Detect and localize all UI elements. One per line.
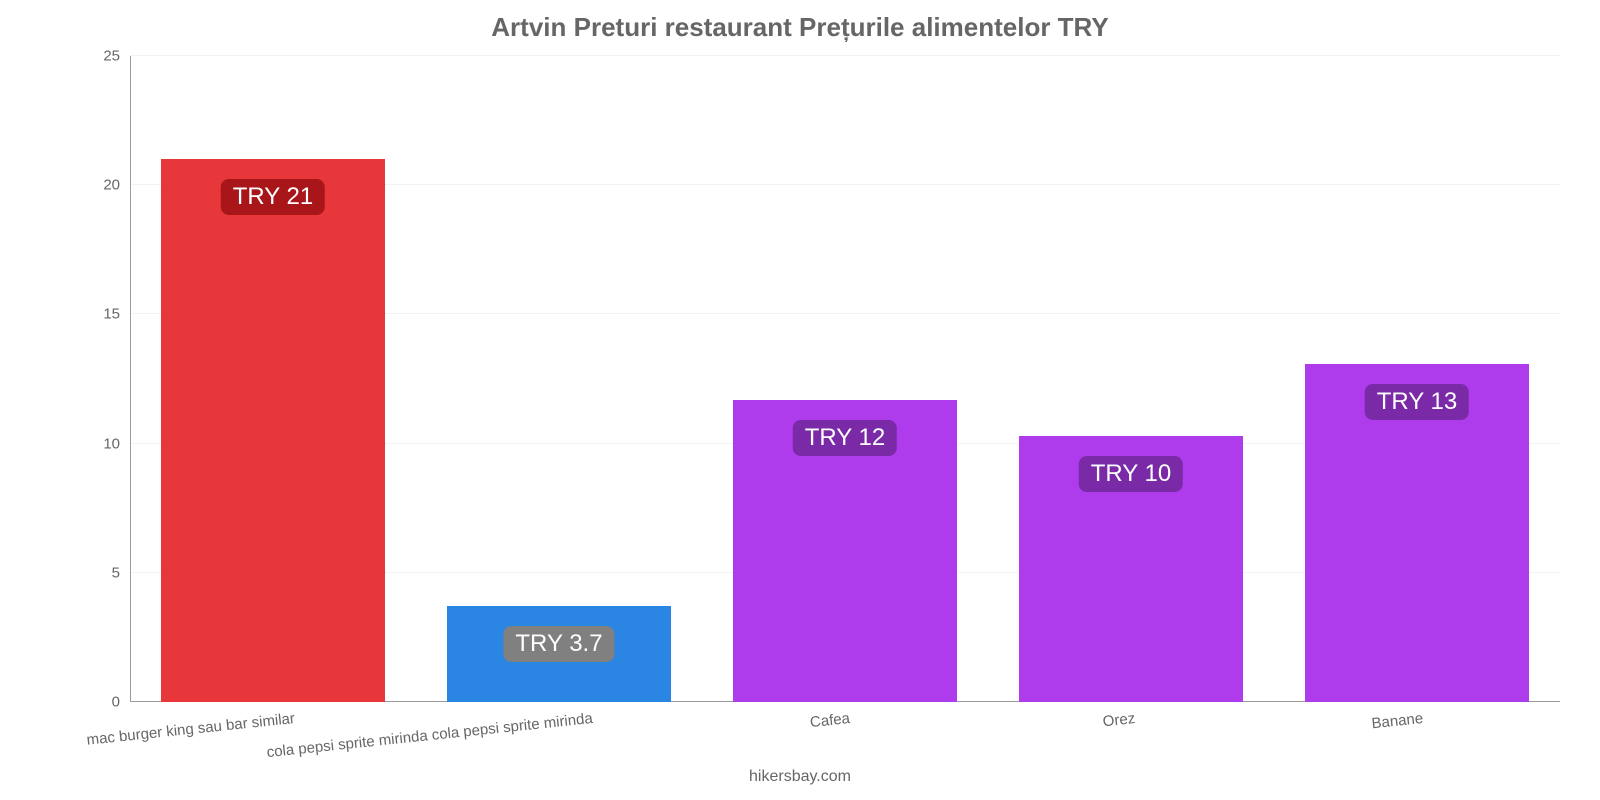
bar: TRY 12: [733, 400, 956, 702]
bar: TRY 21: [161, 159, 384, 702]
chart-plot-area: 0510152025TRY 21mac burger king sau bar …: [130, 56, 1560, 702]
bar: TRY 3.7: [447, 606, 670, 702]
bar-value-badge: TRY 12: [793, 420, 898, 456]
y-axis-line: [130, 56, 131, 702]
bar-value-badge: TRY 3.7: [503, 626, 614, 662]
x-tick-label: cola pepsi sprite mirinda cola pepsi spr…: [266, 710, 594, 761]
x-tick-label: Cafea: [809, 710, 851, 731]
y-tick-label: 5: [112, 564, 130, 581]
bar-value-badge: TRY 13: [1365, 384, 1470, 420]
bar-value-badge: TRY 21: [221, 179, 326, 215]
bar-value-badge: TRY 10: [1079, 456, 1184, 492]
chart-footer: hikersbay.com: [749, 768, 851, 786]
y-tick-label: 20: [103, 177, 130, 194]
gridline: [130, 55, 1560, 56]
bar: TRY 10: [1019, 436, 1242, 702]
x-tick-label: Orez: [1102, 710, 1136, 730]
chart-title: Artvin Preturi restaurant Prețurile alim…: [0, 0, 1600, 43]
x-tick-label: Banane: [1371, 710, 1424, 732]
y-tick-label: 0: [112, 694, 130, 711]
y-tick-label: 25: [103, 48, 130, 65]
bar: TRY 13: [1305, 364, 1528, 703]
y-tick-label: 10: [103, 435, 130, 452]
y-tick-label: 15: [103, 306, 130, 323]
x-tick-label: mac burger king sau bar similar: [86, 710, 296, 749]
